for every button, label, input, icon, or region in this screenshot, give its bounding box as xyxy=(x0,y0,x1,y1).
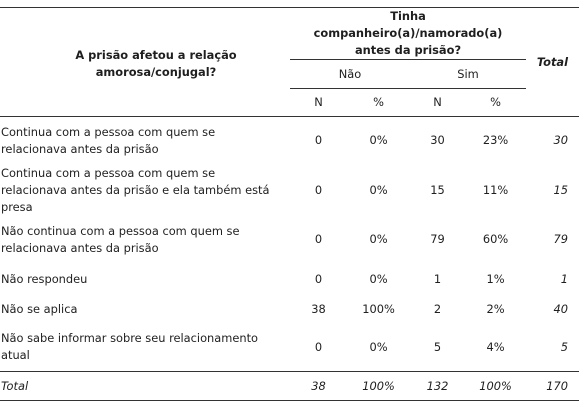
total-nao-n: 38 xyxy=(290,371,347,401)
row-label: Continua com a pessoa com quem se relaci… xyxy=(1,124,216,156)
sim-pct-header: % xyxy=(465,88,526,117)
cell-sim-n: 5 xyxy=(410,323,465,372)
group-title-text: Tinha companheiro(a)/namorado(a) antes d… xyxy=(313,9,503,57)
cell-nao-n: 38 xyxy=(311,301,326,316)
cell-nao-pct: 0% xyxy=(369,271,388,286)
data-table: A prisão afetou a relação amorosa/conjug… xyxy=(0,7,579,401)
total-header: Total xyxy=(526,7,579,117)
cell-sim-n: 15 xyxy=(430,182,445,197)
cell-nao-n: 0 xyxy=(290,323,347,372)
cell-total: 79 xyxy=(553,232,569,246)
group-sim-header: Sim xyxy=(410,59,526,89)
table-row: Não sabe informar sobre seu relacionamen… xyxy=(0,323,579,372)
cell-sim-n: 2 xyxy=(433,301,442,316)
row-label: Não continua com a pessoa com quem se re… xyxy=(1,223,240,255)
nao-n-header: N xyxy=(290,88,347,117)
cell-sim-pct: 2% xyxy=(486,301,505,316)
group-nao-header: Não xyxy=(290,59,410,89)
cell-nao-pct: 0% xyxy=(369,182,388,197)
cell-nao-pct: 0% xyxy=(347,323,410,372)
cell-total: 1 xyxy=(560,271,568,286)
group-title-header: Tinha companheiro(a)/namorado(a) antes d… xyxy=(290,7,526,60)
row-label: Não se aplica xyxy=(1,301,78,316)
cell-nao-n: 0 xyxy=(314,182,323,197)
sim-n-header: N xyxy=(410,88,465,117)
cell-sim-pct: 23% xyxy=(482,133,509,148)
cell-total: 5 xyxy=(526,323,579,372)
total-sim-pct: 100% xyxy=(465,371,526,401)
cell-sim-n: 1 xyxy=(433,271,442,286)
nao-pct-header: % xyxy=(347,88,410,117)
table-row: Não respondeu 0 0% 1 1% 1 xyxy=(0,264,579,295)
cell-sim-pct: 60% xyxy=(482,232,509,246)
table-row: Não continua com a pessoa com quem se re… xyxy=(0,216,579,264)
cell-total: 40 xyxy=(553,301,569,316)
cell-sim-n: 79 xyxy=(430,232,445,246)
cell-sim-pct: 4% xyxy=(465,323,526,372)
cell-sim-pct: 1% xyxy=(486,271,505,286)
total-sim-n: 132 xyxy=(410,371,465,401)
row-label: Não respondeu xyxy=(1,271,88,286)
cell-sim-pct: 11% xyxy=(482,182,509,197)
question-header: A prisão afetou a relação amorosa/conjug… xyxy=(0,7,290,117)
cell-total: 15 xyxy=(553,182,569,197)
table-row: Continua com a pessoa com quem se relaci… xyxy=(0,117,579,165)
cell-nao-n: 0 xyxy=(314,133,323,148)
question-text: A prisão afetou a relação amorosa/conjug… xyxy=(75,48,237,79)
grand-total: 170 xyxy=(526,371,579,401)
cell-sim-n: 30 xyxy=(430,133,445,148)
cell-nao-pct: 0% xyxy=(369,133,388,148)
total-nao-pct: 100% xyxy=(347,371,410,401)
table-row: Não se aplica 38 100% 2 2% 40 xyxy=(0,295,579,324)
cell-nao-pct: 100% xyxy=(362,301,395,316)
cell-nao-n: 0 xyxy=(314,271,323,286)
cell-total: 30 xyxy=(553,133,569,148)
cell-nao-n: 0 xyxy=(314,232,323,246)
row-label: Não sabe informar sobre seu relacionamen… xyxy=(0,323,290,372)
row-label: Continua com a pessoa com quem se relaci… xyxy=(1,165,270,214)
total-row: Total 38 100% 132 100% 170 xyxy=(0,371,579,401)
table-row: Continua com a pessoa com quem se relaci… xyxy=(0,165,579,216)
total-row-label: Total xyxy=(0,371,290,401)
cell-nao-pct: 0% xyxy=(369,232,388,246)
